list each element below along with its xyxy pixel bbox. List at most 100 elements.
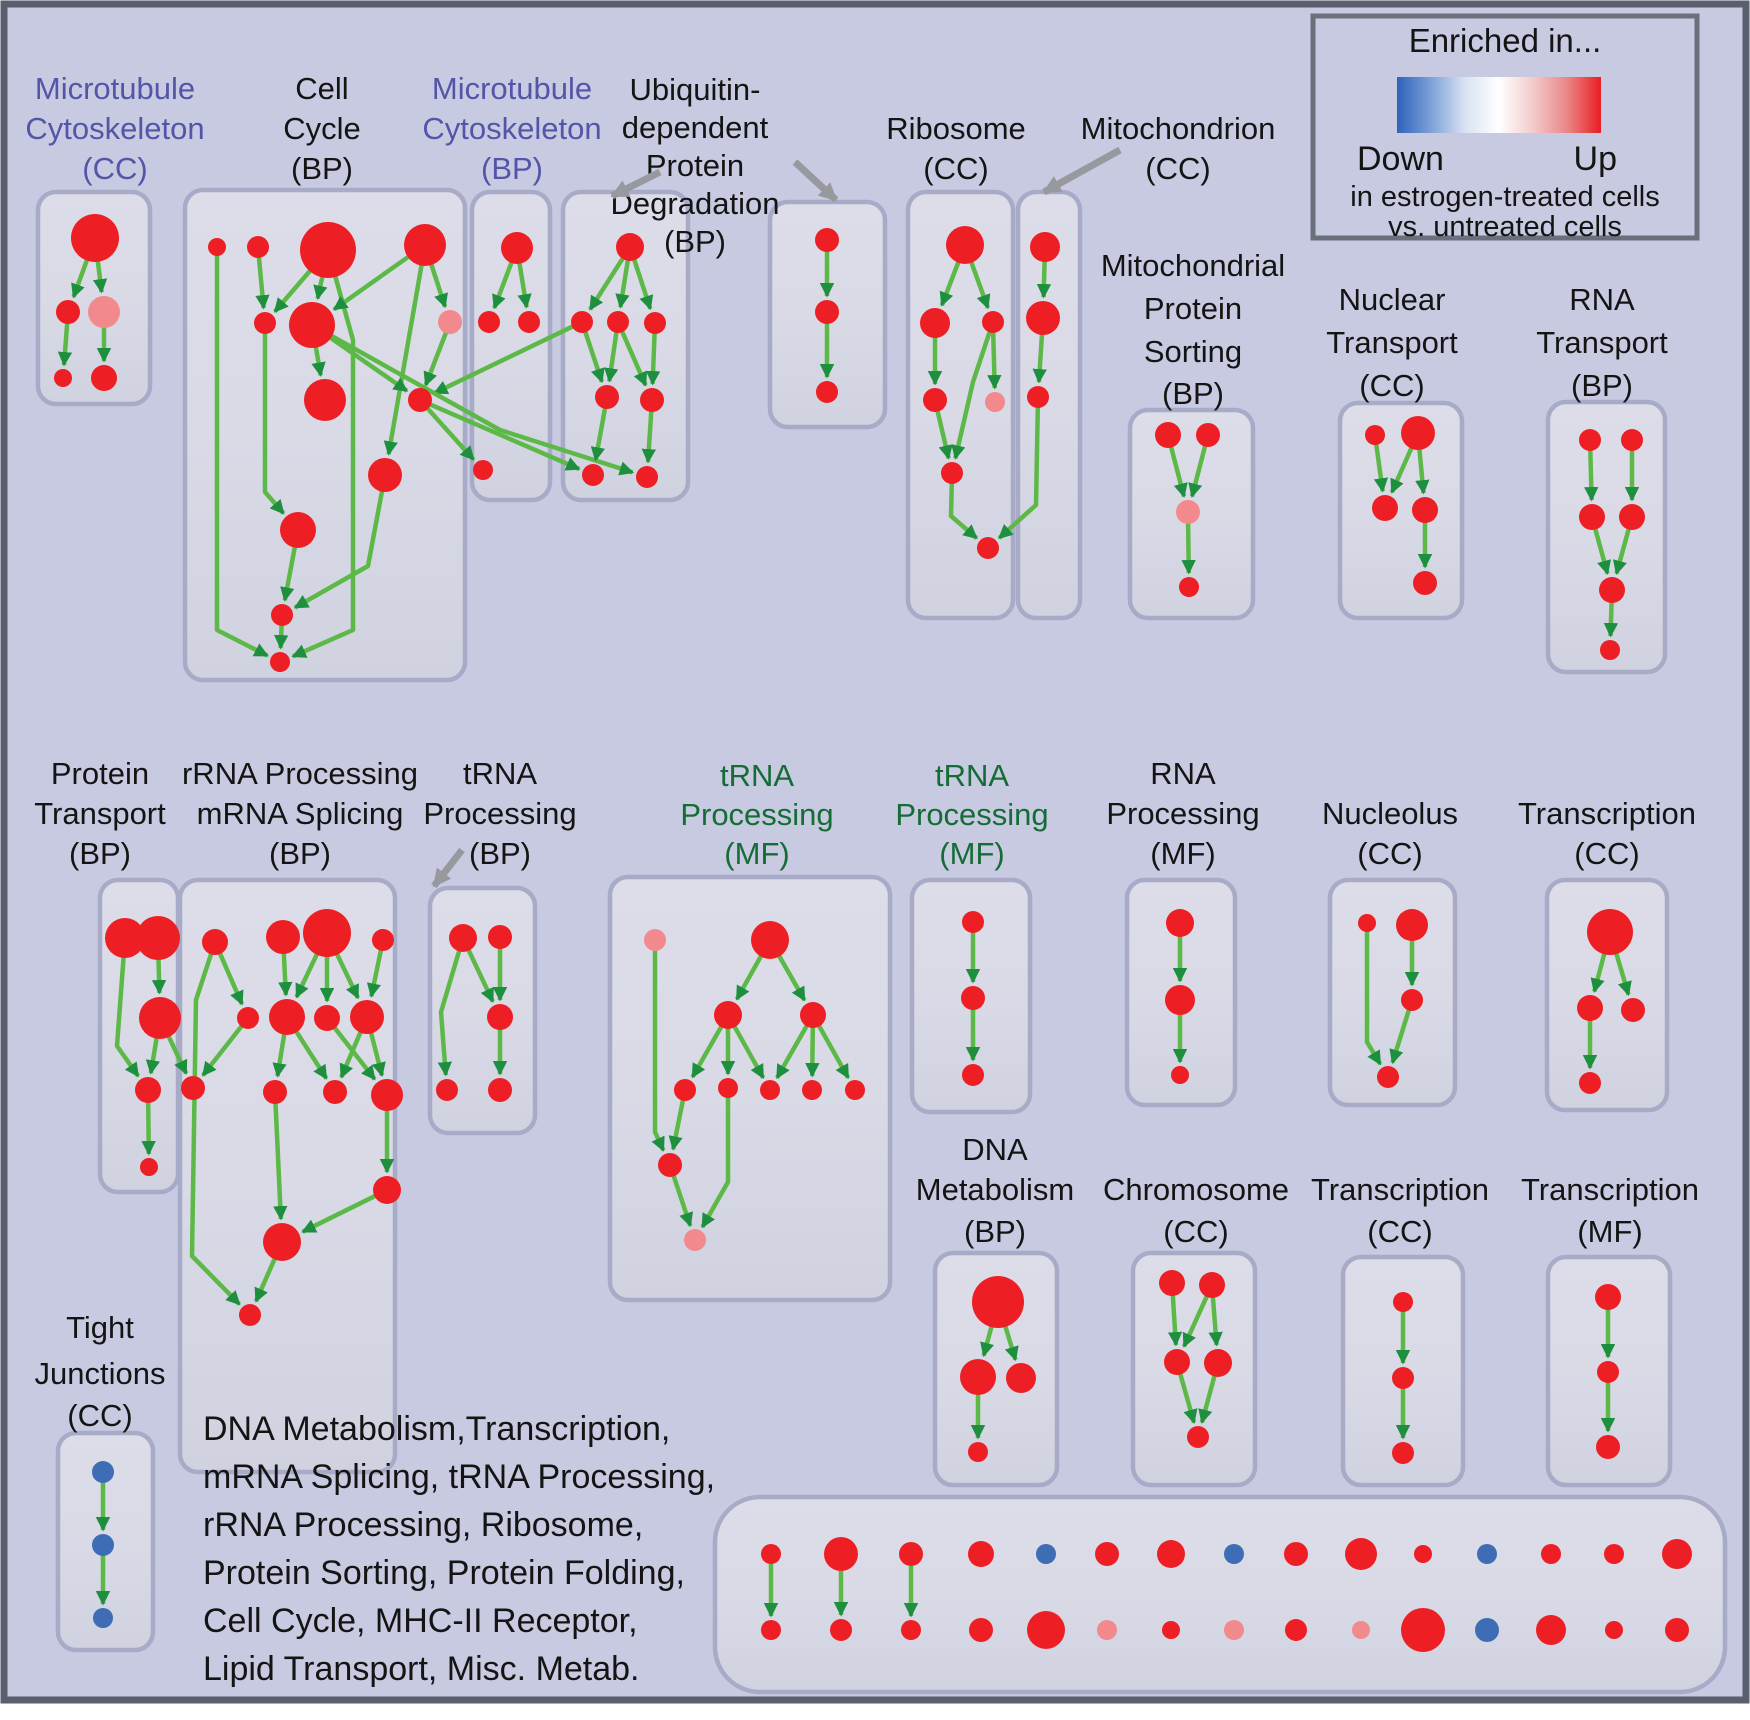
edge-rr.n6-to-rr.n9 bbox=[272, 1033, 287, 1078]
edge-tmf1.ml-to-tmf1.b3 bbox=[732, 1025, 766, 1080]
edge-ubq.top-to-ubq.m1 bbox=[588, 256, 625, 311]
cluster-label-nuclear-transport-line3: (CC) bbox=[1359, 368, 1424, 403]
edge-chr.ml-to-chr.bot bbox=[1178, 1372, 1198, 1424]
cluster-label-rna-processing-line3: (MF) bbox=[1150, 836, 1215, 871]
go-node-tmf1.pk bbox=[644, 929, 666, 951]
go-node-pt.b bbox=[136, 916, 180, 960]
go-node-tmf1.low bbox=[658, 1153, 682, 1177]
edge-rr.n4-to-rr.n8 bbox=[366, 949, 384, 998]
legend-subtitle-2: vs. untreated cells bbox=[1388, 211, 1622, 243]
cluster-label-protein-transport-line1: Protein bbox=[51, 756, 149, 791]
cluster-label-microtubule-cc-line3: (CC) bbox=[82, 151, 147, 186]
cluster-label-trna-bp-line2: Processing bbox=[423, 796, 576, 831]
go-node-rr.r0 bbox=[181, 1076, 205, 1100]
go-node-ubq.bot2 bbox=[636, 466, 658, 488]
edge-tmf1.ml-to-tmf1.b1 bbox=[690, 1025, 724, 1079]
go-node-trbp.b bbox=[488, 925, 512, 949]
edge-chr.tl-to-chr.ml bbox=[1167, 1294, 1183, 1347]
go-node-mito.mid bbox=[1026, 301, 1060, 335]
cluster-label-trna-mf-2-line1: tRNA bbox=[935, 758, 1009, 793]
go-node-mtcc.b bbox=[56, 300, 80, 324]
edge-rr.n9-to-rr.n13 bbox=[273, 1102, 288, 1221]
go-node-trbp.a bbox=[449, 924, 477, 952]
go-node-rpmf.c3 bbox=[1171, 1066, 1189, 1084]
go-node-rnat.bot bbox=[1600, 640, 1620, 660]
go-node-tj.c2 bbox=[92, 1534, 114, 1556]
edge-rib.mr-to-rib.p3 bbox=[987, 331, 1002, 390]
cluster-label-ribosome-line2: (CC) bbox=[923, 151, 988, 186]
go-node-rr.n12 bbox=[373, 1176, 401, 1204]
cluster-label-rrna-processing-line3: (BP) bbox=[269, 836, 331, 871]
edge-cc.n3-to-cc.n6 bbox=[313, 275, 328, 301]
grid-node-bottom-1 bbox=[761, 1620, 781, 1640]
cluster-label-chromosome-line2: (CC) bbox=[1163, 1214, 1228, 1249]
edge-rnat.mg-to-rnat.bot bbox=[1603, 601, 1619, 638]
cluster-label-ubiquitin-line4: Degradation bbox=[611, 186, 780, 221]
cluster-label-trna-mf-1-line3: (MF) bbox=[724, 836, 789, 871]
go-node-rpmf.c2 bbox=[1165, 985, 1195, 1015]
edge-cc.n4-to-cc.n7 bbox=[429, 263, 448, 309]
go-node-rib.mr bbox=[982, 311, 1004, 333]
group-box-chromosome bbox=[1130, 1250, 1258, 1488]
edge-chr.tr-to-chr.ml bbox=[1181, 1294, 1210, 1348]
go-node-mps.tl bbox=[1155, 422, 1181, 448]
edge-rr.n5-to-rr.r0 bbox=[201, 1024, 244, 1077]
grid-node-top-1 bbox=[761, 1544, 781, 1564]
go-node-trcc2.c1 bbox=[1393, 1292, 1413, 1312]
cluster-label-ubiquitin-line5: (BP) bbox=[664, 224, 726, 259]
edge-cc.n2-to-cc.n5 bbox=[255, 256, 270, 310]
go-node-nuc.ml bbox=[1372, 495, 1398, 521]
grid-node-top-5 bbox=[1036, 1544, 1056, 1564]
edge-tmf1.mr-to-tmf1.b5 bbox=[816, 1024, 851, 1080]
grid-node-top-10 bbox=[1345, 1538, 1377, 1570]
go-node-ubq.top bbox=[616, 233, 644, 261]
go-node-nuc.tr bbox=[1401, 416, 1435, 450]
edge-cc.n6-to-ubq.bot2 bbox=[330, 333, 635, 476]
mixed-terms-note-line2: mRNA Splicing, tRNA Processing, bbox=[203, 1458, 715, 1496]
cluster-label-cell-cycle-line2: Cycle bbox=[283, 111, 361, 146]
edge-mps.tl-to-mps.mid bbox=[1168, 446, 1188, 498]
go-node-trmf.c3 bbox=[1596, 1435, 1620, 1459]
cluster-label-dna-metabolism-line1: DNA bbox=[962, 1132, 1028, 1167]
labels-layer: Microtubule Cytoskeleton (CC) Cell Cycle (BP)… bbox=[25, 71, 1699, 1433]
mixed-terms-note-line4: Protein Sorting, Protein Folding, bbox=[203, 1554, 685, 1592]
go-node-rib.p3 bbox=[985, 392, 1005, 412]
cluster-label-nucleolus-line2: (CC) bbox=[1357, 836, 1422, 871]
go-node-mtbp.mr bbox=[518, 311, 540, 333]
grid-node-bottom-3 bbox=[901, 1620, 921, 1640]
go-node-rpmf.c1 bbox=[1166, 909, 1194, 937]
cluster-label-rna-transport-line1: RNA bbox=[1569, 282, 1635, 317]
edge-rib.top-to-rib.ml bbox=[939, 260, 961, 307]
cluster-label-transcription-cc-2-line1: Transcription bbox=[1311, 1172, 1489, 1207]
go-node-chr.tr bbox=[1199, 1272, 1225, 1298]
cluster-label-rna-processing-line1: RNA bbox=[1150, 756, 1216, 791]
go-node-cc.n7 bbox=[438, 310, 462, 334]
edge-trcc1.big-to-trcc1.mr bbox=[1614, 952, 1632, 997]
go-node-pt.f bbox=[140, 1158, 158, 1176]
edge-cc.n5-to-cc.n11 bbox=[262, 333, 286, 515]
go-node-tmf1.b3 bbox=[760, 1080, 780, 1100]
go-node-trbp.e bbox=[488, 1078, 512, 1102]
go-node-trcc1.big bbox=[1587, 909, 1633, 955]
go-node-mito.top bbox=[1030, 232, 1060, 262]
go-node-cc.n3 bbox=[300, 222, 356, 278]
go-node-cc.n2 bbox=[247, 236, 269, 258]
go-node-ubq.m2 bbox=[607, 311, 629, 333]
go-node-rnat.tr bbox=[1621, 429, 1643, 451]
grid-node-bottom-13 bbox=[1536, 1615, 1566, 1645]
edge-cc.n9-to-ubq.bot1 bbox=[429, 402, 581, 472]
grid-node-top-14 bbox=[1604, 1544, 1624, 1564]
edge-rnat.tl-to-rnat.ml bbox=[1584, 449, 1599, 502]
edge-rr.n12-to-rr.n13 bbox=[301, 1193, 377, 1234]
go-node-tmf1.b2 bbox=[718, 1078, 738, 1098]
group-box-cell-cycle bbox=[182, 187, 468, 683]
group-box-rna-transport bbox=[1545, 399, 1668, 675]
go-node-cc.n9 bbox=[408, 388, 432, 412]
grid-node-top-8 bbox=[1224, 1544, 1244, 1564]
go-node-pt.d bbox=[135, 1077, 161, 1103]
go-node-ubq.m1 bbox=[571, 311, 593, 333]
edge-ubq.low2-to-ubq.bot2 bbox=[641, 410, 657, 464]
edge-rr.n8-to-rr.n11 bbox=[368, 1031, 386, 1077]
grid-node-top-4 bbox=[968, 1541, 994, 1567]
cluster-label-ribosome-line1: Ribosome bbox=[886, 111, 1026, 146]
